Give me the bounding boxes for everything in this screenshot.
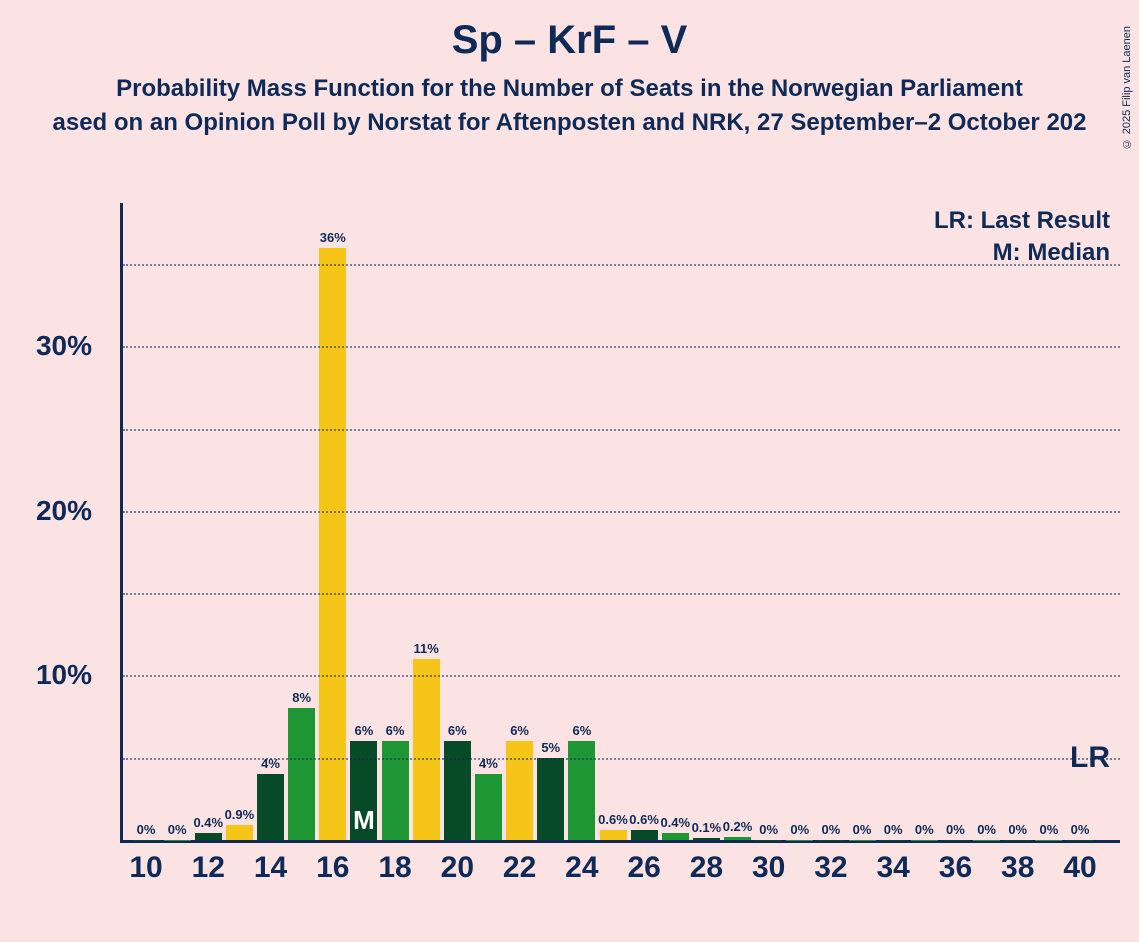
x-tick-label: 24 (565, 851, 598, 885)
bar-label: 6% (510, 723, 529, 738)
bar-label: 11% (414, 641, 439, 656)
lr-marker: LR (1070, 741, 1110, 775)
bar-label: 0% (137, 822, 156, 837)
bar-17: 6%M (350, 741, 377, 840)
gridline (123, 429, 1120, 431)
bar-40: 0% (1067, 840, 1094, 841)
bar-35: 0% (911, 840, 938, 841)
bar-10: 0% (133, 840, 160, 841)
bar-label: 6% (386, 723, 405, 738)
x-tick-label: 38 (1001, 851, 1034, 885)
gridline (123, 346, 1120, 348)
x-tick-label: 32 (814, 851, 847, 885)
bar-28: 0.1% (693, 838, 720, 840)
bar-38: 0% (1004, 840, 1031, 841)
bar-label: 0% (1071, 822, 1090, 837)
x-tick-label: 22 (503, 851, 536, 885)
bar-label: 0% (884, 822, 903, 837)
bar-29: 0.2% (724, 837, 751, 840)
median-marker: M (353, 805, 375, 836)
gridline (123, 593, 1120, 595)
bar-27: 0.4% (662, 833, 689, 840)
bar-37: 0% (973, 840, 1000, 841)
bar-21: 4% (475, 774, 502, 840)
gridline (123, 675, 1120, 677)
bar-34: 0% (880, 840, 907, 841)
x-axis-line (120, 840, 1120, 843)
x-tick-label: 26 (627, 851, 660, 885)
legend: LR: Last Result M: Median (934, 207, 1110, 271)
bar-label: 0.1% (692, 820, 722, 835)
bar-label: 0% (168, 822, 187, 837)
legend-lr: LR: Last Result (934, 207, 1110, 235)
bar-label: 0.6% (629, 812, 659, 827)
bar-30: 0% (755, 840, 782, 841)
gridline (123, 758, 1120, 760)
bar-label: 0% (1039, 822, 1058, 837)
copyright-text: © 2025 Filip van Laenen (1121, 26, 1133, 149)
bar-24: 6% (568, 741, 595, 840)
bar-label: 6% (355, 723, 374, 738)
bar-26: 0.6% (631, 830, 658, 840)
x-tick-label: 28 (690, 851, 723, 885)
bar-25: 0.6% (600, 830, 627, 840)
bar-19: 11% (413, 659, 440, 840)
bar-label: 0% (853, 822, 872, 837)
chart-subtitle-2: ased on an Opinion Poll by Norstat for A… (0, 109, 1139, 137)
bar-36: 0% (942, 840, 969, 841)
x-tick-label: 18 (378, 851, 411, 885)
bar-label: 0% (822, 822, 841, 837)
pmf-bar-chart: 0%0%0.4%0.9%4%8%36%6%M6%11%6%4%6%5%6%0.6… (120, 203, 1120, 843)
bar-label: 8% (292, 690, 311, 705)
bar-label: 6% (572, 723, 591, 738)
x-tick-label: 16 (316, 851, 349, 885)
gridline (123, 264, 1120, 266)
x-tick-label: 14 (254, 851, 287, 885)
bar-label: 0.6% (598, 812, 628, 827)
bar-15: 8% (288, 708, 315, 840)
chart-subtitle-1: Probability Mass Function for the Number… (0, 75, 1139, 103)
bar-12: 0.4% (195, 833, 222, 840)
bar-label: 0% (946, 822, 965, 837)
bar-20: 6% (444, 741, 471, 840)
bars-container: 0%0%0.4%0.9%4%8%36%6%M6%11%6%4%6%5%6%0.6… (120, 203, 1120, 840)
bar-39: 0% (1035, 840, 1062, 841)
x-tick-label: 36 (939, 851, 972, 885)
bar-label: 0% (1008, 822, 1027, 837)
bar-16: 36% (319, 248, 346, 840)
bar-label: 0% (759, 822, 778, 837)
x-tick-label: 12 (192, 851, 225, 885)
x-tick-label: 40 (1063, 851, 1096, 885)
legend-m: M: Median (934, 239, 1110, 267)
bar-label: 0.2% (723, 819, 753, 834)
bar-18: 6% (382, 741, 409, 840)
gridline (123, 511, 1120, 513)
bar-label: 36% (320, 230, 346, 245)
bar-label: 0.4% (660, 815, 690, 830)
x-tick-label: 10 (129, 851, 162, 885)
bar-23: 5% (537, 758, 564, 840)
bar-label: 0% (790, 822, 809, 837)
bar-label: 0% (915, 822, 934, 837)
bar-label: 0.9% (225, 807, 255, 822)
plot-area: 0%0%0.4%0.9%4%8%36%6%M6%11%6%4%6%5%6%0.6… (120, 203, 1120, 843)
bar-13: 0.9% (226, 825, 253, 840)
bar-label: 0.4% (193, 815, 223, 830)
bar-11: 0% (164, 840, 191, 841)
chart-title: Sp – KrF – V (0, 18, 1139, 63)
x-tick-label: 34 (877, 851, 910, 885)
bar-label: 0% (977, 822, 996, 837)
bar-22: 6% (506, 741, 533, 840)
x-tick-label: 30 (752, 851, 785, 885)
bar-31: 0% (786, 840, 813, 841)
y-tick-label: 20% (2, 495, 92, 527)
bar-32: 0% (817, 840, 844, 841)
x-tick-label: 20 (441, 851, 474, 885)
bar-label: 6% (448, 723, 467, 738)
bar-33: 0% (849, 840, 876, 841)
y-tick-label: 10% (2, 659, 92, 691)
bar-label: 5% (541, 740, 560, 755)
y-tick-label: 30% (2, 330, 92, 362)
bar-14: 4% (257, 774, 284, 840)
